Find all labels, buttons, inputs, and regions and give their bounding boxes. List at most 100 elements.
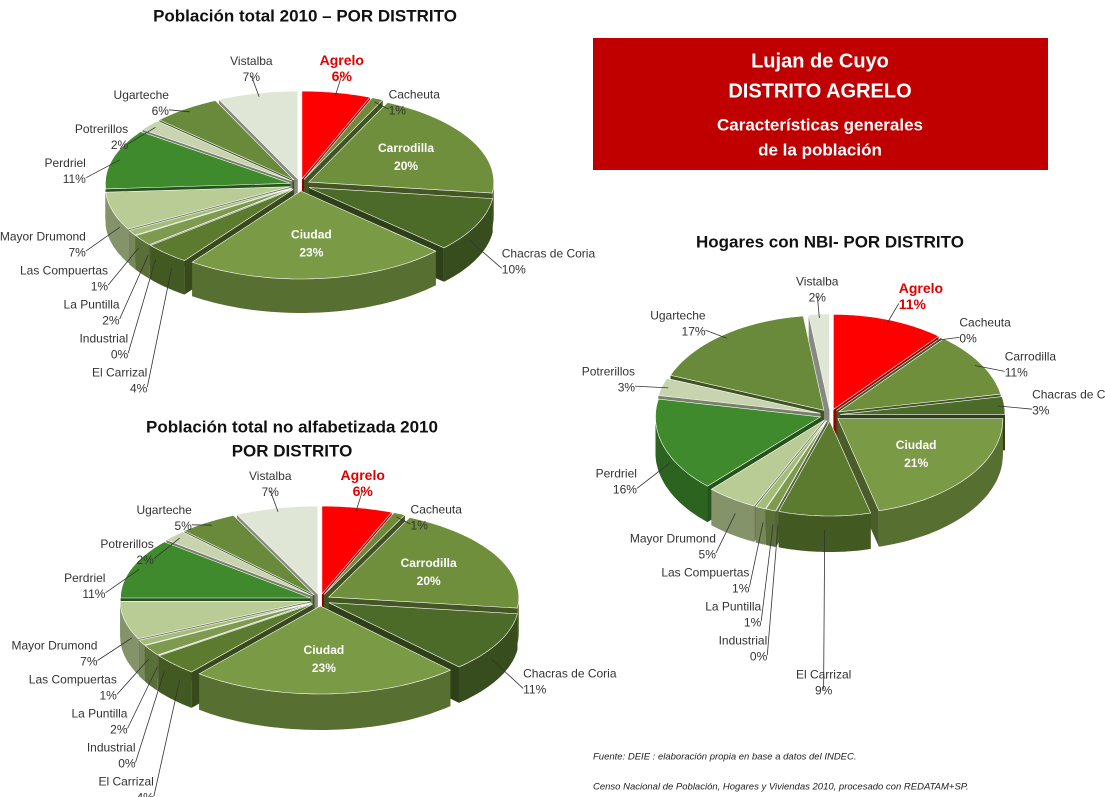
value-label: 20% bbox=[394, 159, 418, 173]
leader-line bbox=[105, 569, 140, 594]
chart-title: Población total 2010 – POR DISTRITO bbox=[153, 6, 457, 25]
leader-line bbox=[491, 658, 524, 689]
leader-line bbox=[816, 296, 820, 319]
leader-line bbox=[469, 240, 503, 269]
slice bbox=[765, 420, 827, 512]
leader-line bbox=[396, 516, 411, 525]
leader-line bbox=[135, 671, 165, 763]
slice-wall bbox=[459, 613, 518, 703]
slice-label: Vistalba bbox=[230, 54, 273, 68]
leader-line bbox=[636, 462, 671, 489]
slice bbox=[183, 515, 315, 596]
slice-wall bbox=[199, 670, 451, 730]
slice bbox=[838, 338, 1002, 413]
leader-line bbox=[85, 226, 121, 252]
slice bbox=[836, 336, 942, 411]
slice bbox=[135, 188, 293, 245]
leader-line bbox=[116, 658, 149, 695]
leader-line bbox=[85, 159, 120, 179]
leader-line bbox=[886, 303, 900, 324]
slice-wall bbox=[192, 251, 436, 313]
slice-label: Ugarteche bbox=[136, 503, 192, 517]
slice-label: Las Compuertas bbox=[29, 673, 117, 687]
chart-title: Hogares con NBI- POR DISTRITO bbox=[696, 232, 964, 251]
header-line: Características generales bbox=[717, 115, 923, 134]
slice bbox=[655, 398, 822, 487]
chart-title: Población total no alfabetizada 2010 bbox=[146, 417, 438, 436]
note: Censo Nacional de Población, Hogares y V… bbox=[593, 782, 969, 793]
slice-label: Ciudad bbox=[291, 228, 332, 242]
slice-label: El Carrizal bbox=[98, 775, 153, 789]
slice bbox=[149, 188, 293, 246]
value-label: 1% bbox=[411, 518, 429, 532]
slice-wall bbox=[655, 416, 708, 523]
slice bbox=[323, 512, 406, 595]
header-line: de la población bbox=[758, 140, 882, 159]
value-label: 23% bbox=[299, 246, 323, 260]
slice-label: Ugarteche bbox=[114, 88, 170, 102]
slice-wall bbox=[120, 601, 139, 675]
value-label: 3% bbox=[618, 380, 636, 394]
value-label: 11% bbox=[82, 587, 105, 601]
note: Fuente: DEIE : elaboración propia en bas… bbox=[593, 752, 857, 763]
chart-subtitle: POR DISTRITO bbox=[232, 441, 353, 460]
slice-label: Mayor Drumond bbox=[0, 229, 86, 243]
slice-label: Industrial bbox=[719, 633, 768, 647]
slice bbox=[670, 315, 825, 411]
slice bbox=[837, 418, 1004, 512]
value-label: 6% bbox=[152, 104, 170, 118]
leader-line bbox=[127, 126, 156, 145]
slice-label: Ugarteche bbox=[650, 308, 706, 322]
slice bbox=[755, 420, 827, 510]
slice bbox=[120, 541, 311, 599]
slice-label: Las Compuertas bbox=[661, 565, 749, 579]
leader-line bbox=[269, 490, 279, 512]
slice bbox=[328, 602, 518, 668]
slice-label: Cacheuta bbox=[411, 502, 463, 516]
value-label: 5% bbox=[175, 519, 193, 533]
slice-label: Chacras de Coria bbox=[523, 667, 617, 681]
slice-label: Industrial bbox=[79, 331, 128, 345]
slice bbox=[144, 602, 312, 656]
slice-wall bbox=[755, 506, 766, 545]
slice-wall bbox=[878, 418, 1003, 547]
slice-label: Agrelo bbox=[899, 280, 943, 296]
value-label: 1% bbox=[744, 615, 762, 629]
slice-label: Industrial bbox=[87, 741, 136, 755]
slice-label: Potrerillos bbox=[100, 537, 153, 551]
slice bbox=[158, 100, 295, 181]
slice-label: Perdriel bbox=[44, 156, 85, 170]
leader-line bbox=[127, 259, 156, 354]
leader-line bbox=[766, 525, 779, 656]
leader-line bbox=[168, 109, 190, 113]
slice bbox=[128, 187, 292, 236]
slice-label: Las Compuertas bbox=[20, 263, 108, 277]
leader-line bbox=[355, 489, 364, 512]
value-label: 7% bbox=[69, 245, 87, 259]
value-label: 7% bbox=[262, 485, 280, 499]
value-label: 2% bbox=[110, 723, 128, 737]
leader-line bbox=[153, 679, 181, 797]
value-label: 23% bbox=[312, 661, 336, 675]
slice-label: Carrodilla bbox=[401, 556, 457, 570]
slice-wall bbox=[135, 235, 150, 279]
value-label: 11% bbox=[1005, 366, 1028, 380]
slice-label: Vistalba bbox=[249, 469, 292, 483]
slice-label: El Carrizal bbox=[92, 365, 147, 379]
header-line: DISTRITO AGRELO bbox=[728, 80, 911, 102]
leader-line bbox=[127, 666, 158, 729]
value-label: 6% bbox=[353, 483, 374, 499]
slice-label: Perdriel bbox=[64, 571, 105, 585]
slice bbox=[839, 396, 1006, 415]
slice-label: Agrelo bbox=[320, 52, 364, 68]
slice bbox=[138, 602, 312, 646]
slice bbox=[149, 189, 294, 261]
slice bbox=[308, 102, 495, 194]
value-label: 1% bbox=[389, 103, 407, 117]
value-label: 4% bbox=[136, 791, 154, 797]
value-label: 11% bbox=[523, 683, 546, 697]
slice bbox=[308, 187, 493, 249]
slice-side bbox=[808, 314, 830, 445]
slice bbox=[328, 517, 520, 609]
value-label: 2% bbox=[102, 313, 120, 327]
